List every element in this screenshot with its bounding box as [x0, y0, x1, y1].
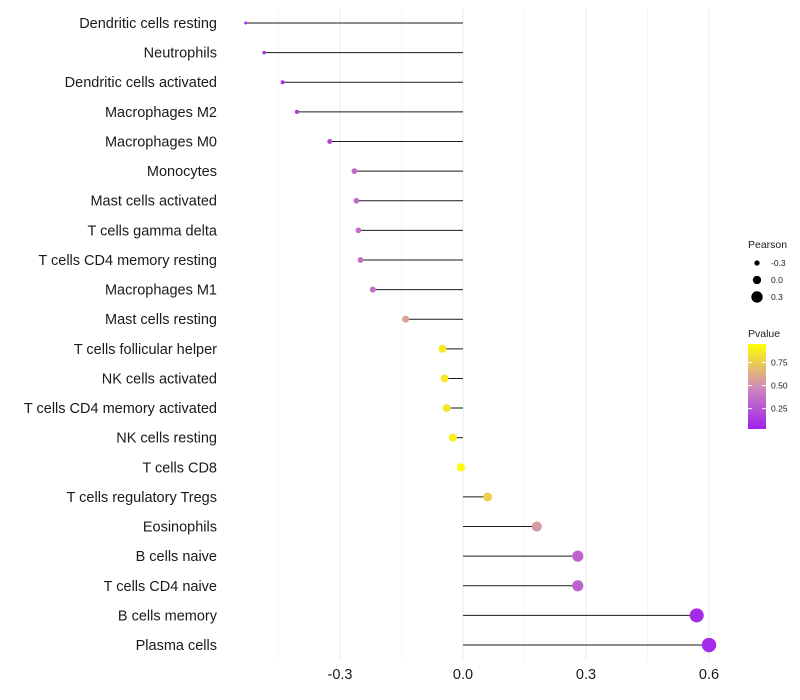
category-label: T cells gamma delta	[88, 223, 218, 239]
category-label: B cells memory	[118, 608, 218, 624]
lollipop-point	[262, 50, 266, 55]
lollipop-point	[280, 80, 285, 85]
lollipop-point	[448, 433, 457, 442]
category-label: Mast cells resting	[105, 312, 217, 328]
lollipop-point	[369, 286, 376, 293]
pvalue-colorbar	[748, 344, 766, 429]
x-tick-label: 0.6	[699, 667, 719, 683]
x-tick-label: -0.3	[328, 667, 353, 683]
legend-size: Pearson -0.3 0.0 0.3	[748, 239, 787, 303]
legend-size-key	[754, 260, 760, 266]
points	[244, 21, 717, 653]
category-label: Macrophages M0	[105, 134, 217, 150]
category-label: T cells regulatory Tregs	[67, 490, 217, 506]
lollipop-point	[572, 580, 584, 592]
legend-size-key	[751, 291, 763, 303]
category-label: Plasma cells	[136, 638, 217, 654]
category-label: Eosinophils	[143, 520, 217, 536]
lollipop-point	[442, 404, 451, 413]
legend-color-label: 0.25	[771, 404, 788, 414]
lollipop-point	[689, 608, 704, 623]
legend-color-label: 0.50	[771, 381, 788, 391]
category-label: T cells follicular helper	[74, 342, 217, 358]
category-label: Mast cells activated	[90, 194, 217, 210]
lollipop-point	[438, 344, 447, 353]
legend-size-label: 0.0	[771, 275, 783, 285]
lollipop-point	[572, 550, 584, 562]
legend-size-label: 0.3	[771, 292, 783, 302]
lollipop-point	[701, 637, 717, 653]
category-label: Neutrophils	[144, 46, 217, 62]
lollipop-point	[294, 109, 300, 114]
lollipop-point	[357, 257, 364, 263]
lollipop-point	[440, 374, 449, 383]
legend-color: Pvalue 0.75 0.50 0.25	[748, 328, 788, 429]
x-tick-label: 0.0	[453, 667, 473, 683]
category-label: T cells CD4 memory resting	[38, 253, 217, 269]
category-label: Dendritic cells resting	[79, 16, 217, 32]
category-labels: Dendritic cells resting Neutrophils Dendri…	[24, 16, 218, 654]
category-label: Monocytes	[147, 164, 217, 180]
legend-size-label: -0.3	[771, 258, 786, 268]
legend-color-title: Pvalue	[748, 328, 780, 340]
category-label: Macrophages M2	[105, 105, 217, 121]
x-tick-label: 0.3	[576, 667, 596, 683]
legend-size-key	[752, 275, 762, 285]
lollipop-point	[531, 521, 542, 532]
lollipop-point	[351, 168, 358, 174]
category-label: Macrophages M1	[105, 283, 217, 299]
lollipop-point	[402, 315, 410, 323]
lollipop-point	[456, 463, 466, 472]
legend-size-title: Pearson	[748, 239, 787, 251]
lollipop-point	[327, 138, 333, 145]
category-label: T cells CD8	[142, 460, 217, 476]
legend-color-label: 0.75	[771, 357, 788, 367]
category-label: T cells CD4 naive	[104, 579, 217, 595]
grid	[278, 8, 710, 660]
category-label: T cells CD4 memory activated	[24, 401, 217, 417]
category-label: B cells naive	[136, 549, 217, 565]
lollipop-point	[353, 197, 360, 204]
lollipop-point	[483, 492, 493, 502]
category-label: Dendritic cells activated	[65, 75, 217, 91]
category-label: NK cells resting	[116, 431, 217, 447]
lollipop-point	[355, 227, 362, 234]
stems	[245, 22, 709, 646]
lollipop-point	[244, 21, 248, 25]
category-label: NK cells activated	[102, 371, 217, 387]
x-axis-ticks: -0.3 0.0 0.3 0.6	[328, 667, 720, 683]
